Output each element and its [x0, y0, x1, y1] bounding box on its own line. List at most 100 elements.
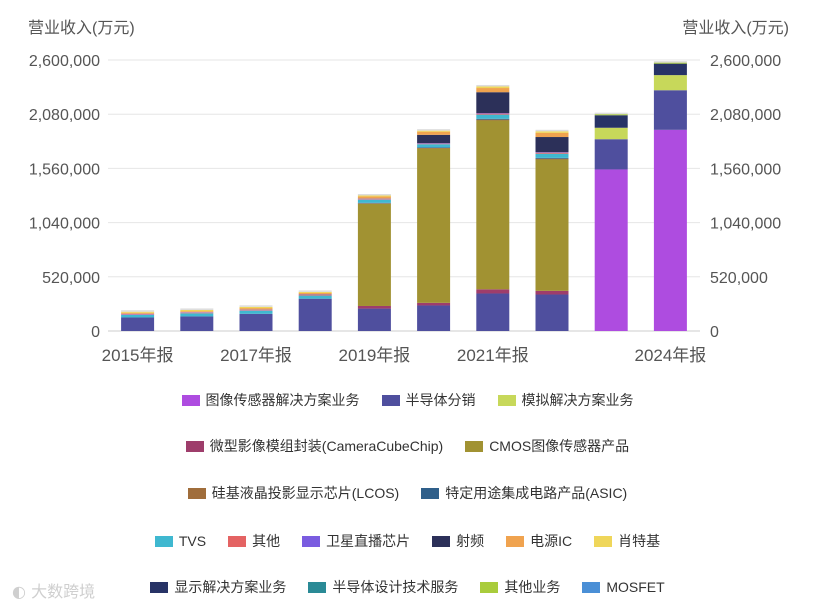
- bar-segment[interactable]: [535, 132, 569, 138]
- bar-segment[interactable]: [535, 294, 569, 331]
- legend-swatch: [302, 535, 321, 547]
- bar-segment[interactable]: [594, 169, 628, 331]
- bar-segment[interactable]: [535, 159, 569, 291]
- bar-segment[interactable]: [357, 203, 391, 204]
- legend-item[interactable]: 微型影像模组封装(CameraCubeChip): [185, 436, 443, 456]
- bar-segment[interactable]: [298, 292, 332, 295]
- bar-segment[interactable]: [594, 115, 628, 128]
- bar-segment[interactable]: [476, 293, 510, 331]
- bar-segment[interactable]: [180, 313, 214, 317]
- bar-segment[interactable]: [417, 130, 451, 132]
- bar-segment[interactable]: [357, 196, 391, 199]
- bar-segment[interactable]: [417, 144, 451, 148]
- legend-item[interactable]: 射频: [432, 531, 484, 551]
- bar-segment[interactable]: [417, 147, 451, 148]
- bar-segment[interactable]: [535, 131, 569, 133]
- bar-segment[interactable]: [239, 310, 273, 311]
- bar-segment[interactable]: [417, 131, 451, 135]
- bar-segment[interactable]: [535, 137, 569, 153]
- bar-segment[interactable]: [121, 313, 155, 315]
- bar-segment[interactable]: [239, 310, 273, 314]
- legend-item[interactable]: 特定用途集成电路产品(ASIC): [421, 483, 627, 503]
- bar-segment[interactable]: [357, 203, 391, 306]
- legend-item[interactable]: MOSFET: [582, 577, 665, 597]
- legend-item[interactable]: 图像传感器解决方案业务: [181, 390, 360, 410]
- bar-segment[interactable]: [476, 289, 510, 294]
- bar-segment[interactable]: [535, 152, 569, 154]
- legend-item[interactable]: 半导体设计技术服务: [308, 577, 458, 597]
- bar-segment[interactable]: [476, 92, 510, 114]
- bar-segment[interactable]: [476, 114, 510, 119]
- bar-segment[interactable]: [239, 309, 273, 311]
- bar-segment[interactable]: [476, 113, 510, 115]
- bar-segment[interactable]: [180, 311, 214, 313]
- bar-segment[interactable]: [476, 88, 510, 93]
- bar-segment[interactable]: [417, 305, 451, 331]
- bar-segment[interactable]: [298, 295, 332, 299]
- bar-segment[interactable]: [121, 314, 155, 315]
- legend-item[interactable]: 硅基液晶投影显示芯片(LCOS): [187, 483, 400, 503]
- legend-item[interactable]: 卫星直播芯片: [302, 531, 410, 551]
- bar-segment[interactable]: [535, 290, 569, 295]
- bar-segment[interactable]: [357, 198, 391, 200]
- bar-segment[interactable]: [476, 113, 510, 114]
- x-tick-label: 2019年报: [338, 346, 410, 365]
- bar-segment[interactable]: [239, 313, 273, 331]
- legend-item[interactable]: 显示解决方案业务: [150, 577, 286, 597]
- legend-item[interactable]: 电源IC: [506, 531, 572, 551]
- bar-segment[interactable]: [298, 294, 332, 296]
- legend-label: 肖特基: [618, 533, 661, 549]
- bar-segment[interactable]: [417, 148, 451, 303]
- bar-segment[interactable]: [653, 62, 687, 64]
- bar-segment[interactable]: [121, 317, 155, 331]
- bar-segment[interactable]: [535, 157, 569, 159]
- bar-segment[interactable]: [239, 308, 273, 310]
- bar-segment[interactable]: [653, 90, 687, 130]
- bar-segment[interactable]: [535, 158, 569, 160]
- bar-segment[interactable]: [594, 139, 628, 170]
- legend-item[interactable]: 肖特基: [594, 531, 660, 551]
- bar-segment[interactable]: [357, 202, 391, 204]
- y-tick-label-right: 2,080,000: [710, 107, 781, 124]
- bar-segment[interactable]: [239, 306, 273, 309]
- legend-item[interactable]: 其他业务: [480, 577, 560, 597]
- legend-item[interactable]: CMOS图像传感器产品: [465, 436, 629, 456]
- bar-segment[interactable]: [594, 114, 628, 116]
- bar-segment[interactable]: [357, 199, 391, 200]
- bar-segment[interactable]: [298, 295, 332, 296]
- bar-segment[interactable]: [298, 291, 332, 293]
- bar-segment[interactable]: [594, 127, 628, 140]
- bar-segment[interactable]: [121, 314, 155, 318]
- bar-segment[interactable]: [121, 311, 155, 313]
- bar-segment[interactable]: [180, 309, 214, 312]
- bar-segment[interactable]: [180, 312, 214, 314]
- bar-segment[interactable]: [417, 143, 451, 145]
- legend-swatch: [497, 394, 516, 406]
- bar-segment[interactable]: [653, 129, 687, 331]
- bar-segment[interactable]: [298, 298, 332, 331]
- bar-segment[interactable]: [417, 147, 451, 149]
- bar-segment[interactable]: [653, 75, 687, 91]
- legend-item[interactable]: TVS: [154, 531, 206, 551]
- bar-segment[interactable]: [476, 119, 510, 121]
- legend-label: 硅基液晶投影显示芯片(LCOS): [211, 485, 400, 501]
- bar-segment[interactable]: [476, 120, 510, 290]
- bar-segment[interactable]: [357, 308, 391, 331]
- bar-segment[interactable]: [535, 153, 569, 158]
- bar-segment[interactable]: [121, 312, 155, 314]
- bar-segment[interactable]: [357, 199, 391, 203]
- bar-segment[interactable]: [357, 195, 391, 197]
- bar-segment[interactable]: [476, 118, 510, 120]
- bar-segment[interactable]: [417, 134, 451, 144]
- bar-segment[interactable]: [417, 143, 451, 144]
- bar-segment[interactable]: [180, 316, 214, 331]
- bar-segment[interactable]: [535, 152, 569, 153]
- bar-segment[interactable]: [653, 63, 687, 76]
- legend-item[interactable]: 其他: [228, 531, 280, 551]
- legend-item[interactable]: 模拟解决方案业务: [497, 390, 634, 410]
- bar-segment[interactable]: [357, 305, 391, 309]
- legend-item[interactable]: 半导体分销: [381, 390, 476, 410]
- bar-segment[interactable]: [476, 86, 510, 89]
- bar-segment[interactable]: [417, 302, 451, 306]
- bar-segment[interactable]: [180, 312, 214, 313]
